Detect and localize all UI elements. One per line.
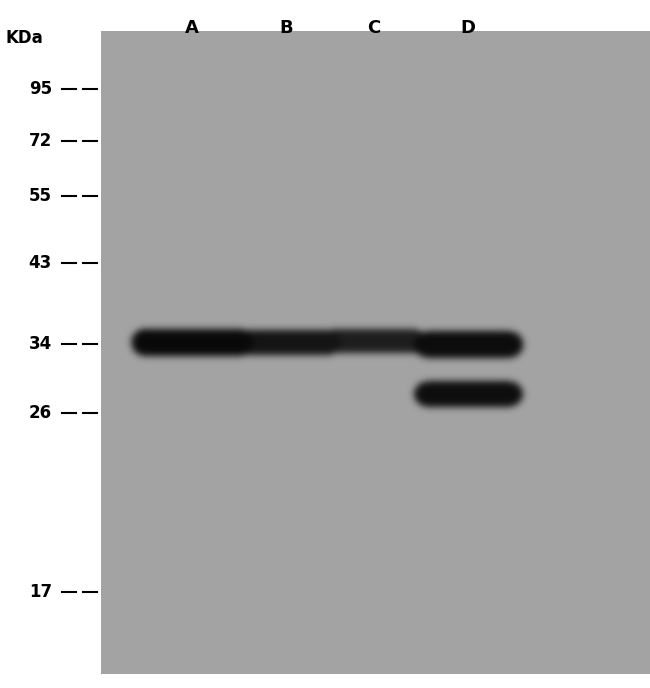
Text: 72: 72 bbox=[29, 132, 52, 150]
Text: 26: 26 bbox=[29, 404, 52, 422]
Text: 34: 34 bbox=[29, 335, 52, 353]
Text: 17: 17 bbox=[29, 583, 52, 601]
Text: D: D bbox=[460, 19, 476, 36]
Text: 95: 95 bbox=[29, 80, 52, 98]
Text: KDa: KDa bbox=[6, 29, 44, 47]
Text: B: B bbox=[280, 19, 292, 36]
Bar bbox=[101, 31, 650, 674]
Text: C: C bbox=[367, 19, 380, 36]
Text: A: A bbox=[185, 19, 199, 36]
Text: 55: 55 bbox=[29, 187, 52, 205]
Text: 43: 43 bbox=[29, 254, 52, 272]
